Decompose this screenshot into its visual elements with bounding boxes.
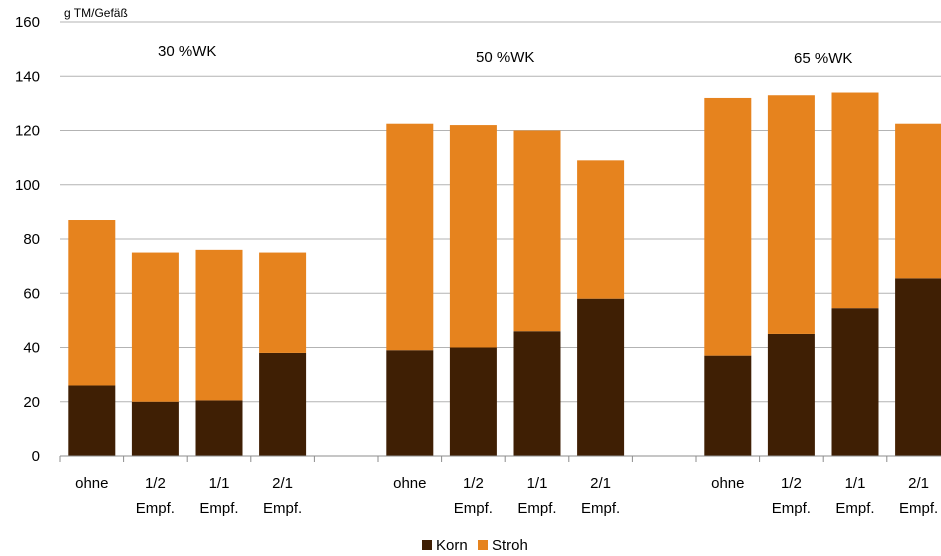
bar-korn [577, 298, 625, 456]
x-tick-label: Empf. [517, 500, 556, 517]
x-axis-ticks: ohne 1/2 Empf. 1/1 Empf. 2/1 Empf. ohne 1/2 Empf.… [75, 475, 938, 517]
legend: Korn Stroh [422, 537, 528, 554]
bar-stroh [259, 252, 307, 353]
bar-stroh [386, 123, 434, 351]
y-tick-label: 60 [23, 285, 40, 302]
x-tick-label: Empf. [581, 500, 620, 517]
bar-korn [895, 278, 941, 456]
bar-korn [259, 352, 307, 456]
group-label: 30 %WK [158, 43, 216, 60]
y-tick-label: 120 [15, 123, 40, 140]
bar-korn [767, 333, 815, 456]
x-tick-label: 1/1 [527, 475, 548, 492]
x-tick-label: 2/1 [272, 475, 293, 492]
x-tick-label: Empf. [263, 500, 302, 517]
y-axis-ticks: 0 20 40 60 80 100 120 140 160 [15, 14, 40, 465]
y-tick-label: 0 [32, 448, 40, 465]
legend-label-korn: Korn [436, 537, 468, 554]
y-tick-label: 40 [23, 340, 40, 357]
bar-stroh [68, 220, 116, 386]
y-unit-label: g TM/Gefäß [64, 6, 128, 20]
bar-korn [449, 347, 497, 456]
bar-stroh [831, 92, 879, 309]
group-label: 65 %WK [794, 50, 852, 67]
x-tick-label: 1/1 [845, 475, 866, 492]
x-tick-label: ohne [711, 475, 744, 492]
legend-label-stroh: Stroh [492, 537, 528, 554]
x-tick-label: 1/1 [209, 475, 230, 492]
bar-korn [68, 385, 116, 456]
bar-stroh [449, 125, 497, 348]
bar-korn [831, 308, 879, 456]
bar-korn [704, 355, 752, 456]
bar-korn [386, 350, 434, 456]
x-tick-label: Empf. [199, 500, 238, 517]
bar-stroh [131, 252, 179, 402]
x-tick-label: 1/2 [463, 475, 484, 492]
bar-stroh [895, 123, 941, 279]
x-tick-label: ohne [75, 475, 108, 492]
bar-stroh [767, 95, 815, 334]
x-tick-label: Empf. [772, 500, 811, 517]
bar-stroh [704, 97, 752, 356]
y-tick-label: 160 [15, 14, 40, 31]
x-tick-label: Empf. [454, 500, 493, 517]
x-tick-label: 2/1 [908, 475, 929, 492]
legend-swatch-stroh [478, 540, 488, 550]
x-tick-label: Empf. [899, 500, 938, 517]
x-tick-label: ohne [393, 475, 426, 492]
x-tick-label: Empf. [136, 500, 175, 517]
bar-stroh [513, 130, 561, 332]
x-tick-label: 1/2 [145, 475, 166, 492]
x-axis [59, 455, 941, 462]
y-tick-label: 140 [15, 68, 40, 85]
bar-korn [513, 331, 561, 456]
x-tick-label: 2/1 [590, 475, 611, 492]
bar-korn [131, 401, 179, 456]
y-tick-label: 80 [23, 231, 40, 248]
x-tick-label: Empf. [835, 500, 874, 517]
group-labels: 30 %WK 50 %WK 65 %WK [158, 43, 852, 67]
y-tick-label: 100 [15, 177, 40, 194]
group-label: 50 %WK [476, 49, 534, 66]
bars [68, 92, 941, 456]
y-tick-label: 20 [23, 394, 40, 411]
x-tick-label: 1/2 [781, 475, 802, 492]
bar-stroh [195, 249, 243, 401]
bar-korn [195, 400, 243, 456]
bar-stroh [577, 160, 625, 299]
legend-swatch-korn [422, 540, 432, 550]
